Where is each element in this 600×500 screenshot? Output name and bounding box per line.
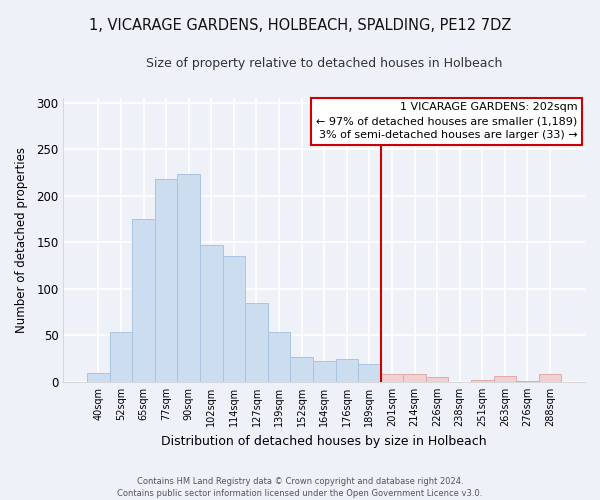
Bar [539,374,561,382]
Bar [403,374,426,382]
Bar [200,245,223,382]
Bar [155,179,178,382]
Bar [87,372,110,382]
Bar [335,358,358,382]
Bar [313,360,335,382]
Bar [358,364,380,382]
Text: 1 VICARAGE GARDENS: 202sqm
← 97% of detached houses are smaller (1,189)
3% of se: 1 VICARAGE GARDENS: 202sqm ← 97% of deta… [316,102,577,141]
Bar [110,332,133,382]
Bar [516,381,539,382]
Text: 1, VICARAGE GARDENS, HOLBEACH, SPALDING, PE12 7DZ: 1, VICARAGE GARDENS, HOLBEACH, SPALDING,… [89,18,511,32]
Bar [426,378,448,382]
Bar [223,256,245,382]
Bar [245,303,268,382]
Text: Contains HM Land Registry data © Crown copyright and database right 2024.
Contai: Contains HM Land Registry data © Crown c… [118,476,482,498]
Y-axis label: Number of detached properties: Number of detached properties [15,147,28,333]
Bar [494,376,516,382]
Bar [268,332,290,382]
Bar [178,174,200,382]
X-axis label: Distribution of detached houses by size in Holbeach: Distribution of detached houses by size … [161,434,487,448]
Bar [380,374,403,382]
Bar [290,357,313,382]
Title: Size of property relative to detached houses in Holbeach: Size of property relative to detached ho… [146,58,502,70]
Bar [471,380,494,382]
Bar [133,219,155,382]
